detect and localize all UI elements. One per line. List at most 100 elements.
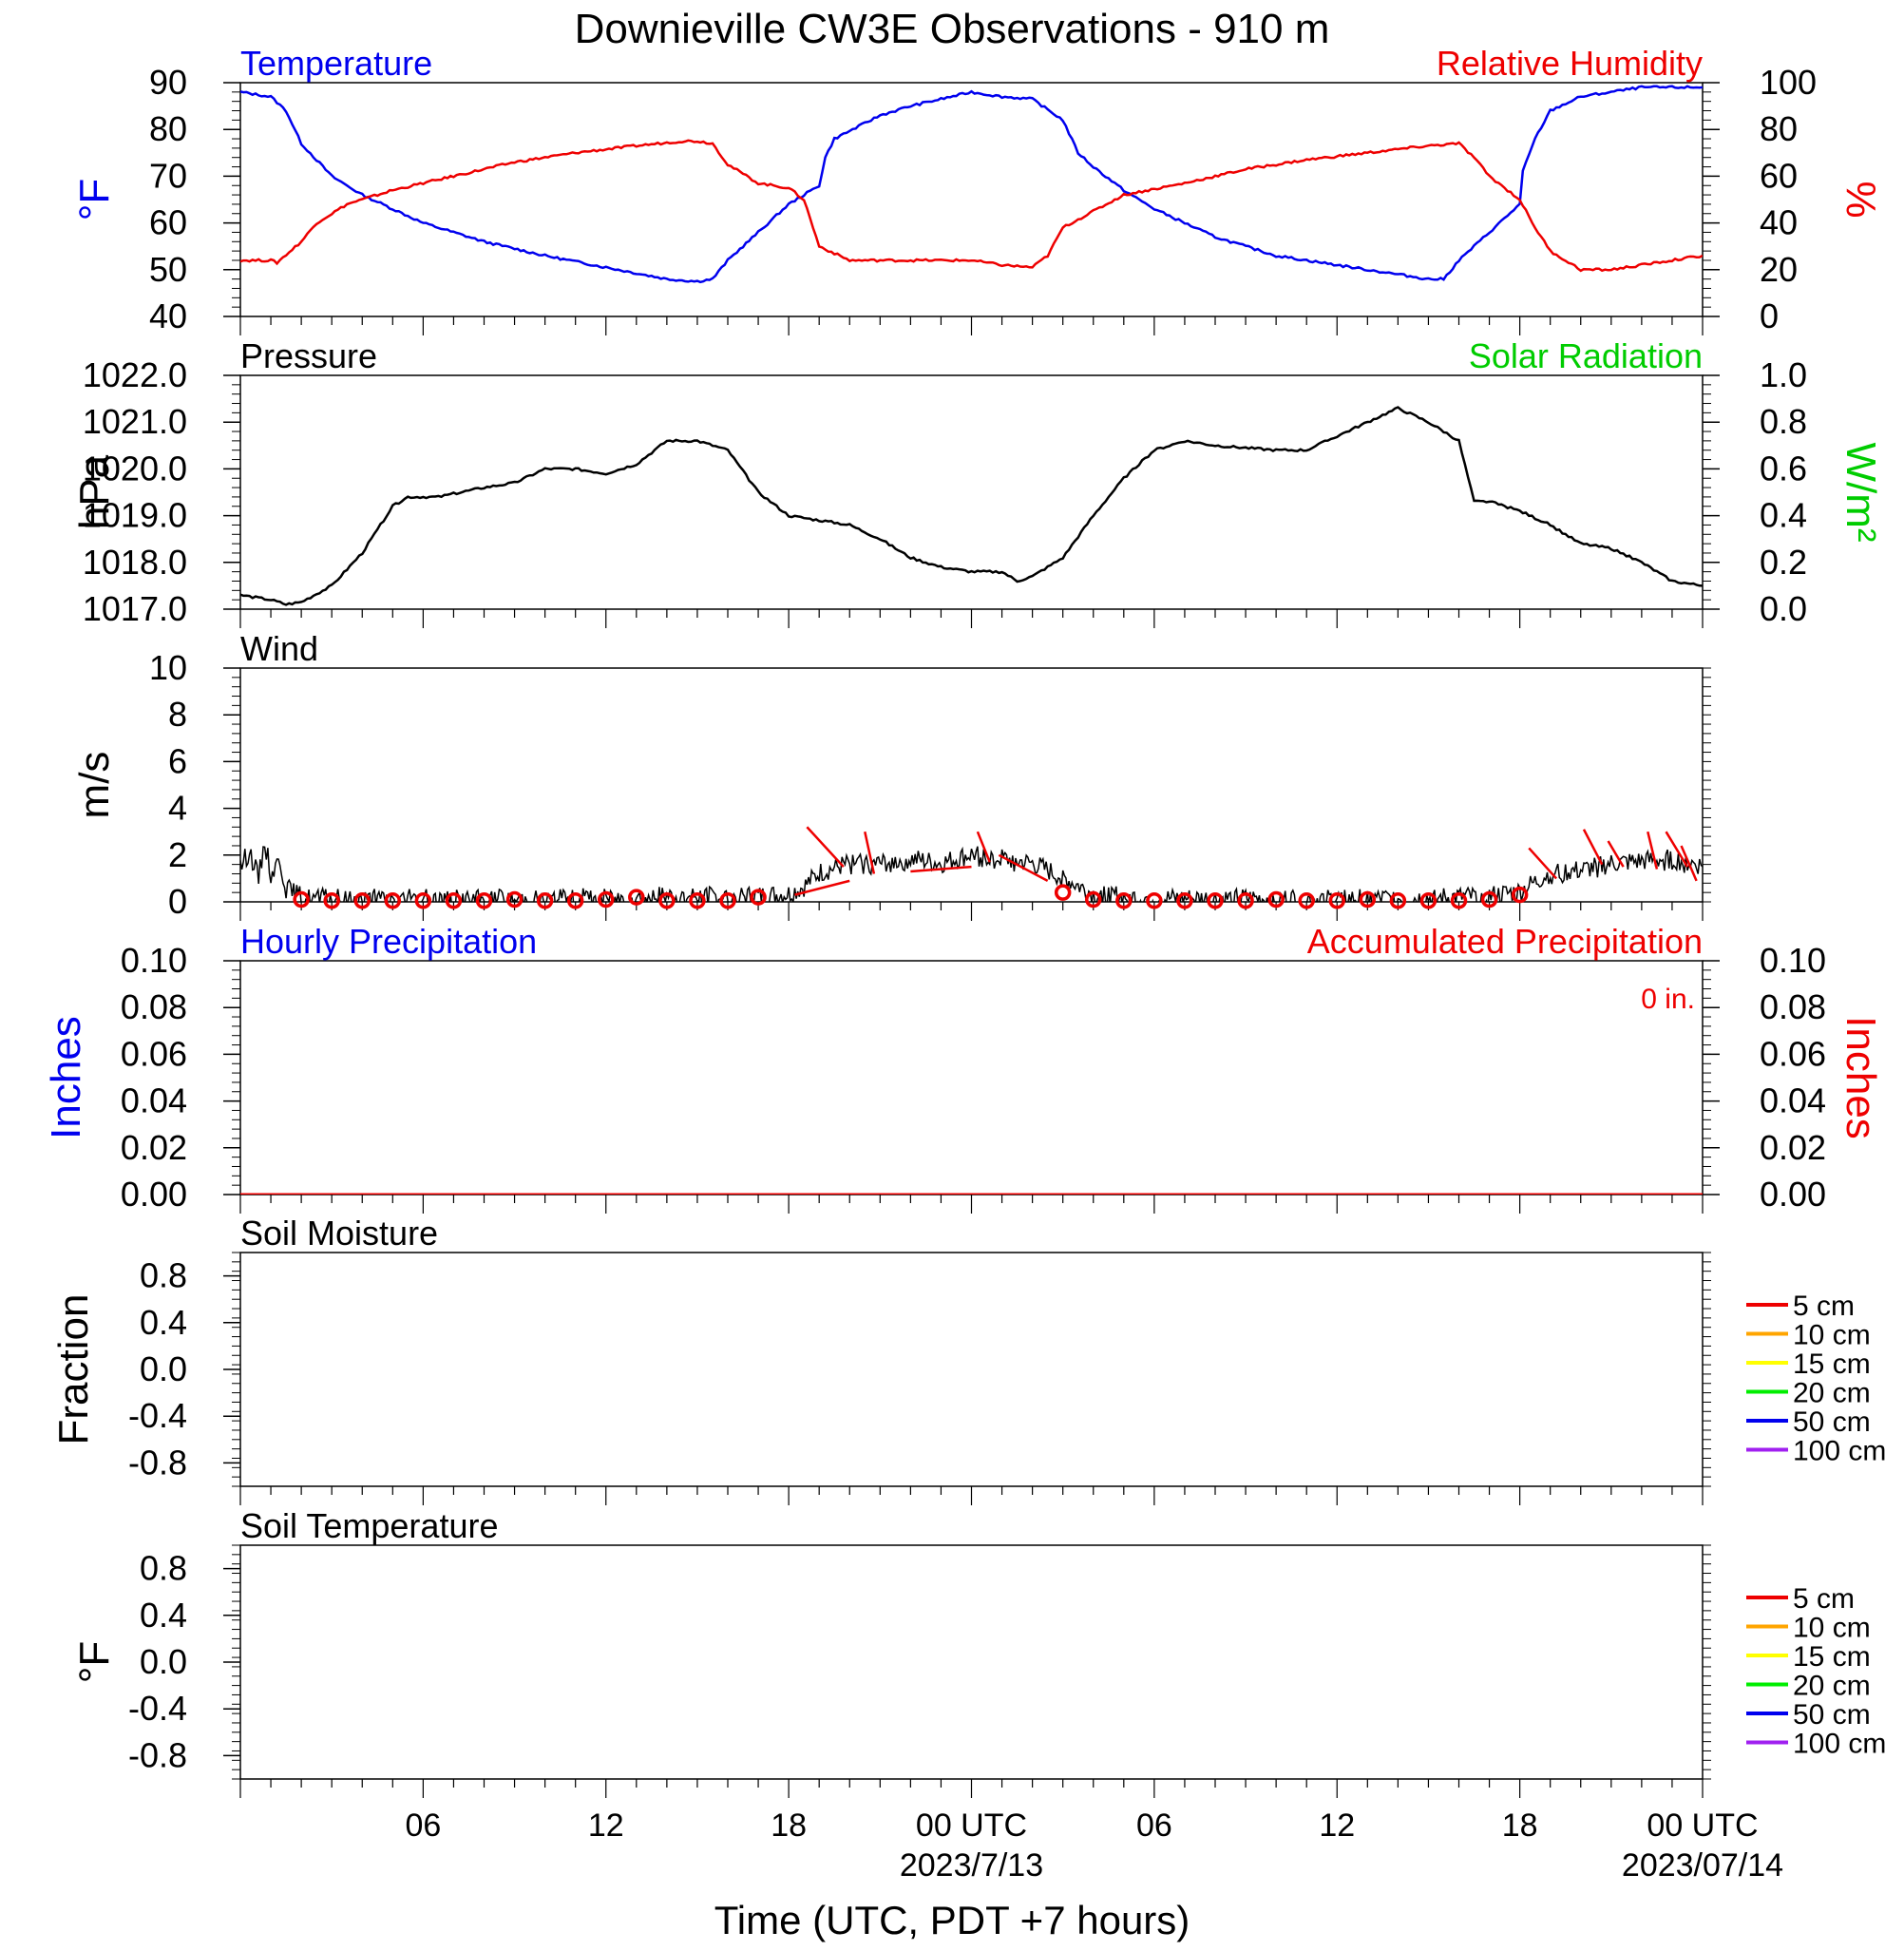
plot-frame [239,1544,1704,1780]
panel-title-left: Soil Moisture [240,1214,438,1253]
y-tick-label-right: 0.6 [1760,449,1807,488]
legend-label: 15 cm [1793,1641,1871,1673]
y-tick-label-left: -0.4 [128,1396,187,1435]
y-tick-label-left: 1018.0 [83,543,187,582]
y-tick-label-left: 1022.0 [83,355,187,394]
panel-title-left: Hourly Precipitation [240,922,537,961]
wind-barb-calm-circle [293,890,310,909]
x-tick-label: 00 UTC [1647,1808,1758,1844]
y-tick-label-left: 60 [149,203,187,242]
panel-pressure-solar: 1017.0 1018.0 1019.0 1020.0 1021.0 1022.0 0.0 0… [71,336,1884,628]
legend-label: 20 cm [1793,1378,1871,1409]
y-tick-label-left: 0.04 [121,1081,187,1120]
panel-title-left: Soil Temperature [240,1506,498,1545]
panel-wind: 0 2 4 6 8 10 Wind m/s [71,629,1711,921]
y-tick-label-right: 0.02 [1760,1128,1826,1167]
legend-label: 10 cm [1793,1320,1871,1351]
y-axis-label-left: m/s [71,752,118,819]
wind-barb-calm-circle [1480,890,1498,909]
y-tick-label-right: 0.06 [1760,1034,1826,1073]
y-tick-label-left: 0.4 [140,1596,187,1635]
y-tick-label-right: 1.0 [1760,355,1807,394]
y-tick-label-left: 1020.0 [83,449,187,488]
wind-barb-calm-circle [689,892,706,909]
x-tick-label: 12 [588,1808,624,1844]
x-tick-date-label: 2023/7/13 [900,1847,1043,1884]
y-axis-label-right: % [1837,181,1884,218]
y-tick-label-right: 40 [1760,203,1798,242]
y-tick-label-left: 1019.0 [83,496,187,535]
legend-label: 100 cm [1793,1436,1886,1467]
wind-barb-calm-circle [353,892,371,909]
wind-barb-staff [1582,829,1604,866]
x-tick-label: 00 UTC [916,1808,1027,1844]
y-tick-label-left: -0.8 [128,1735,187,1774]
panel-title-left: Pressure [240,336,377,375]
legend-label: 5 cm [1793,1583,1855,1615]
y-tick-label-right: 0.08 [1760,987,1826,1026]
wind-barb-calm-circle [1450,892,1468,909]
y-axis-label-left: °F [71,1641,118,1683]
legend-label: 50 cm [1793,1699,1871,1731]
panel-title-right: Relative Humidity [1437,44,1703,83]
y-tick-label-right: 100 [1760,63,1817,102]
y-tick-label-left: 0.8 [140,1256,187,1295]
y-tick-label-left: -0.8 [128,1443,187,1482]
wind-barb-calm-circle [536,892,554,909]
x-tick-date-label: 2023/07/14 [1622,1847,1783,1884]
y-tick-label-left: 2 [168,835,187,874]
plot-frame [239,960,1704,1195]
legend-label: 10 cm [1793,1613,1871,1644]
y-tick-label-left: 40 [149,296,187,335]
y-tick-label-left: 50 [149,250,187,289]
y-tick-label-left: 1021.0 [83,402,187,441]
legend-label: 20 cm [1793,1671,1871,1702]
wind-barb-calm-circle [1054,884,1072,901]
x-tick-label: 12 [1319,1808,1355,1844]
y-tick-label-left: 0.4 [140,1303,187,1342]
y-tick-label-left: 0.08 [121,987,187,1026]
y-tick-label-left: 0.06 [121,1034,187,1073]
y-tick-label-left: 1017.0 [83,589,187,628]
x-tick-label: 06 [1136,1808,1172,1844]
wind-barb-staff [806,826,845,868]
x-tick-label: 06 [405,1808,441,1844]
wind-barb-staff [1528,847,1558,880]
y-tick-label-left: 80 [149,109,187,148]
wind-barb-calm-circle [475,892,493,909]
wind-barb-staff [864,831,876,874]
y-tick-label-left: 0 [168,882,187,921]
y-tick-label-left: 0.0 [140,1349,187,1388]
wind-barb-calm-circle [1115,892,1133,909]
wind-barb-calm-circle [505,890,524,909]
y-tick-label-right: 0.00 [1760,1175,1826,1214]
panel-title-right: Accumulated Precipitation [1307,922,1703,961]
wind-barb-calm-circle [1176,892,1193,909]
plot-frame [239,1252,1704,1487]
y-tick-label-left: 10 [149,648,187,687]
y-tick-label-left: 0.0 [140,1642,187,1681]
chart-title: Downieville CW3E Observations - 910 m [575,6,1330,52]
y-tick-label-right: 0.2 [1760,543,1807,582]
wind-barb-staff [1680,845,1698,882]
wind-barb-staff [1665,831,1689,868]
wind-barb-staff [794,879,850,896]
y-tick-label-left: 4 [168,789,187,828]
wind-barb-staff [998,853,1049,882]
y-tick-label-left: 0.00 [121,1175,187,1214]
legend-label: 15 cm [1793,1348,1871,1380]
wind-barb-calm-circle [1237,892,1254,909]
y-axis-label-left: Fraction [50,1294,97,1445]
wind-barb-calm-circle [323,892,340,909]
panel-title-left: Temperature [240,44,432,83]
accumulated-total-annotation: 0 in. [1641,984,1695,1015]
wind-barb-calm-circle [1207,892,1224,909]
y-tick-label-left: 90 [149,63,187,102]
y-tick-label-right: 20 [1760,250,1798,289]
wind-barb-staff [910,865,972,873]
